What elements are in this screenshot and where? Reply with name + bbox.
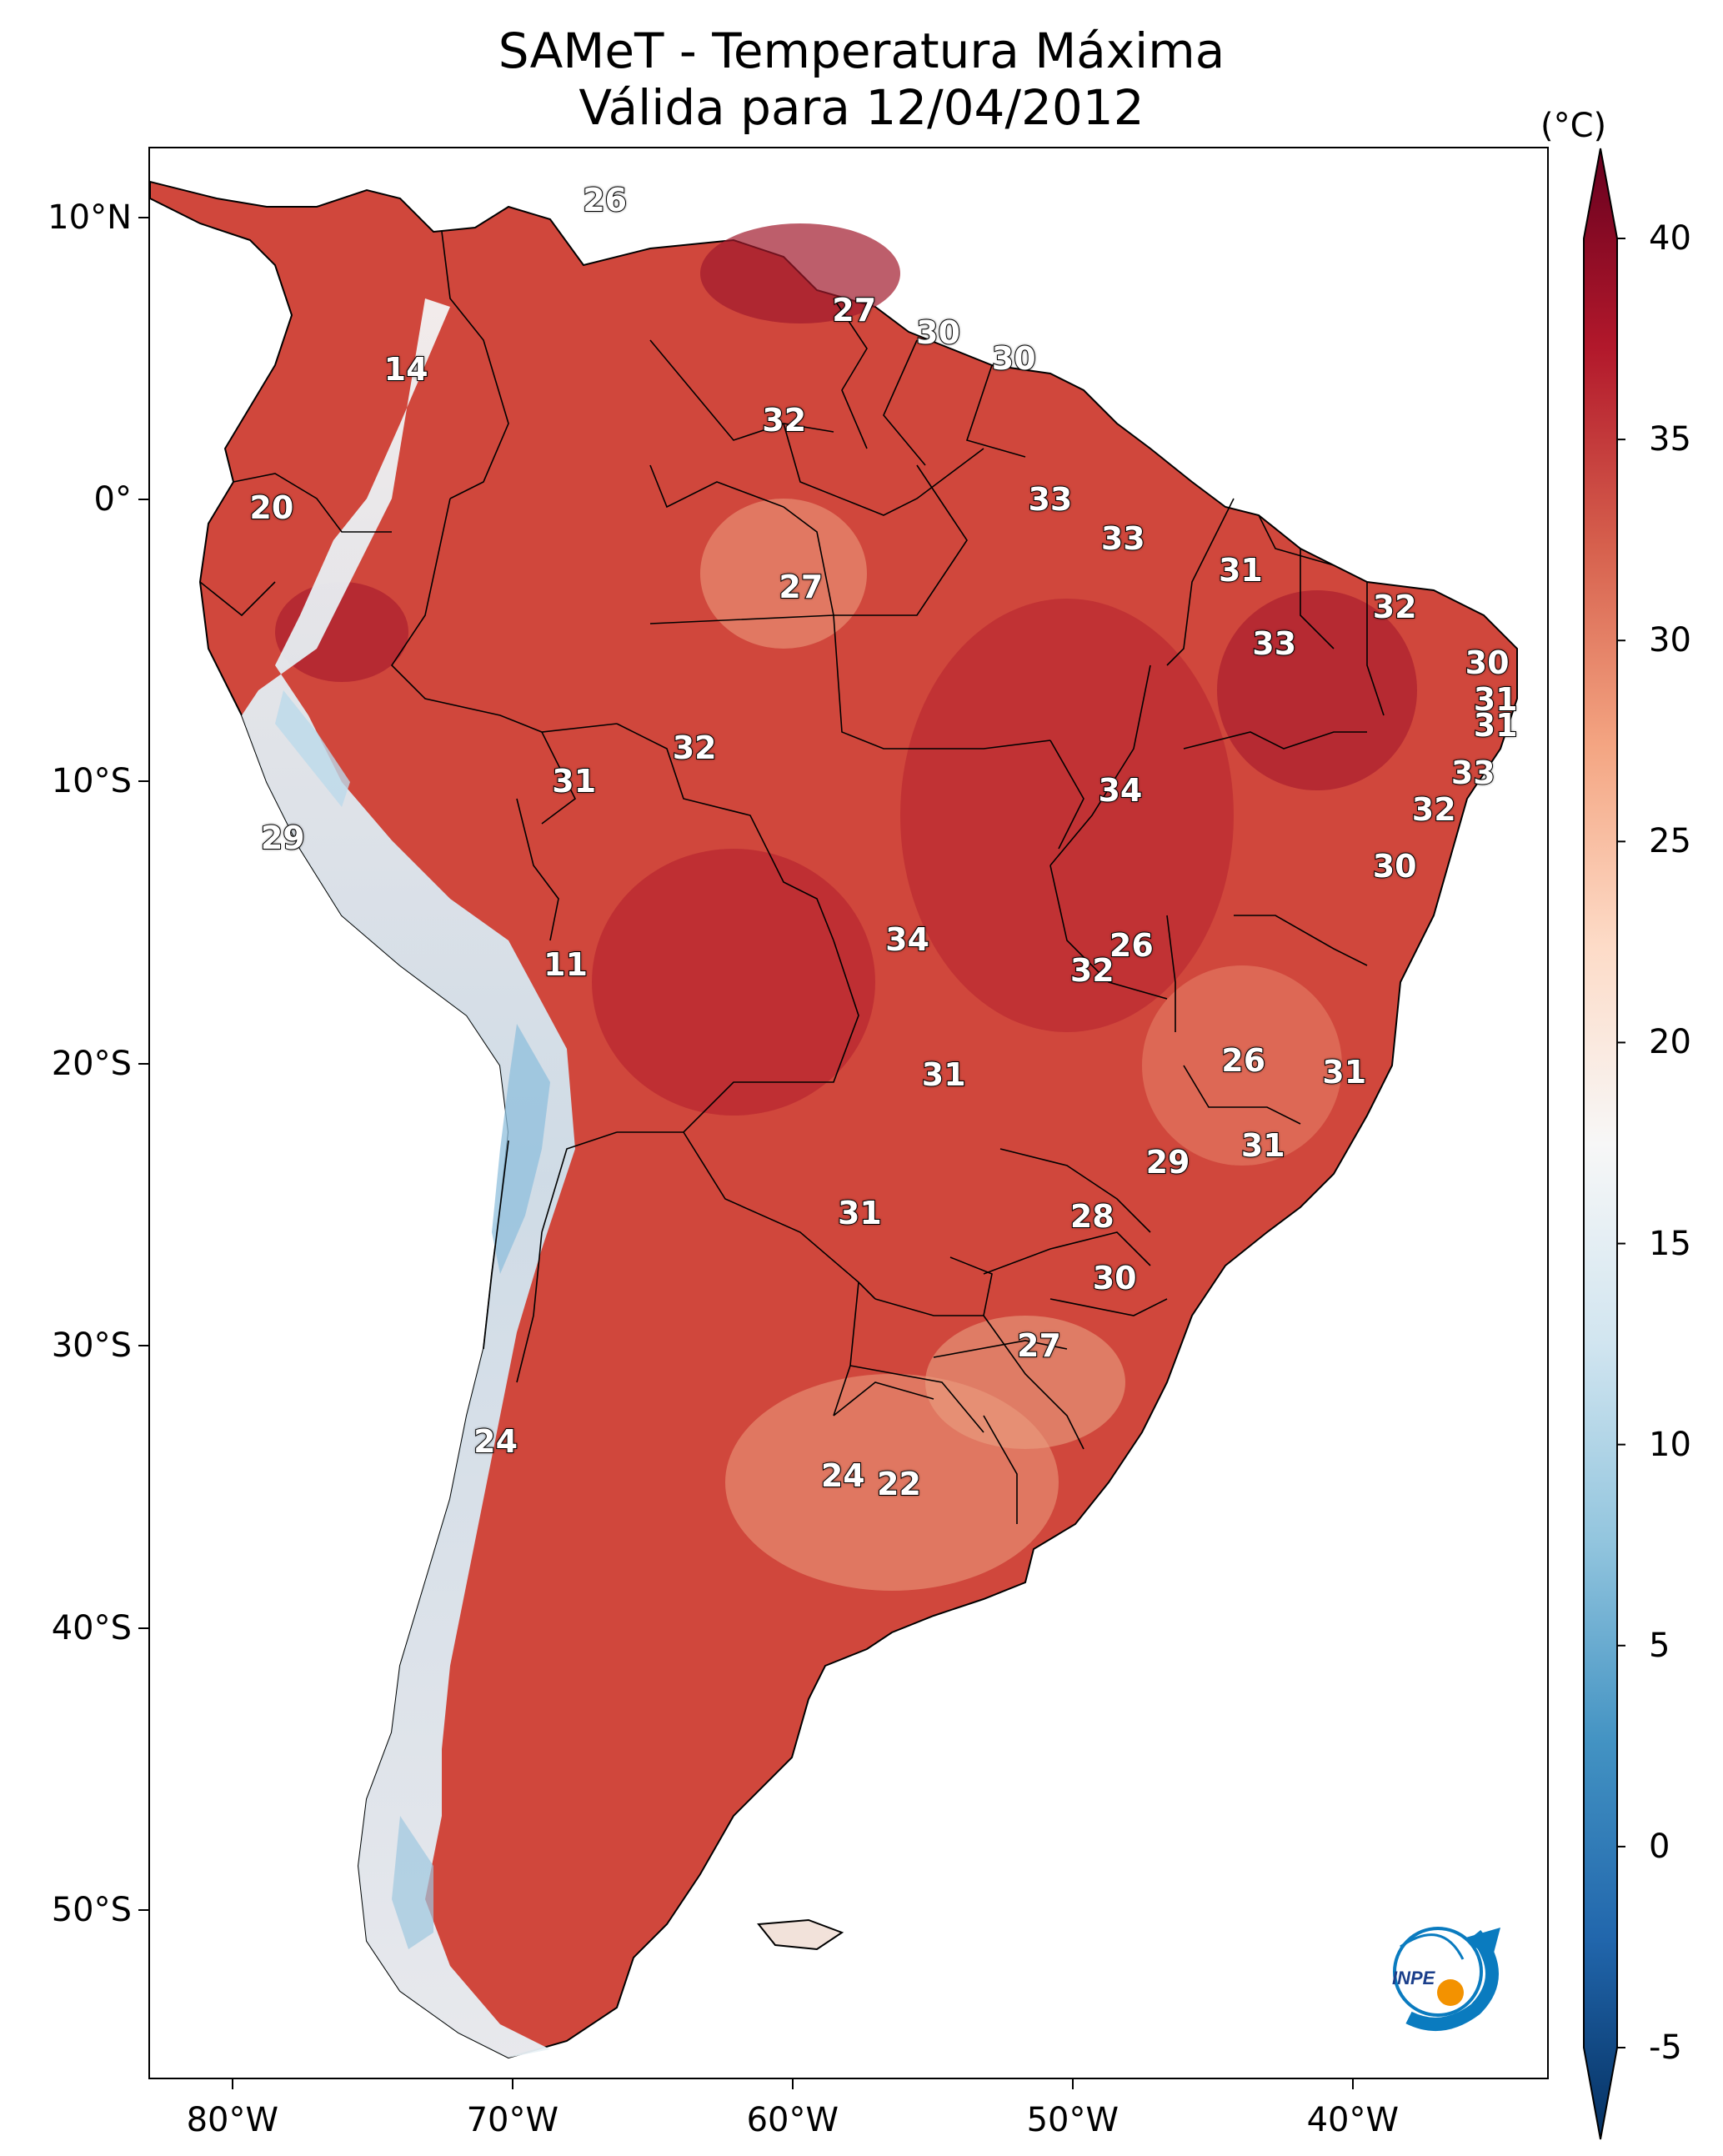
colorbar-tick-label: -5 — [1649, 2028, 1682, 2067]
lon-tick-mark — [231, 2079, 233, 2089]
station-value: 32 — [761, 401, 807, 439]
station-value: 31 — [1240, 1126, 1286, 1165]
peru-cold-core — [275, 690, 350, 807]
station-value: 28 — [1069, 1197, 1115, 1236]
colorbar-tick-label: 25 — [1649, 822, 1691, 861]
lat-tick-mark — [138, 780, 148, 783]
station-value: 31 — [921, 1055, 967, 1094]
lat-tick-label: 40°S — [51, 1608, 132, 1647]
station-value: 27 — [831, 291, 877, 329]
station-value: 29 — [1145, 1143, 1191, 1181]
lat-tick-mark — [138, 498, 148, 500]
cool-area-amazon — [700, 499, 867, 649]
station-value: 34 — [1097, 771, 1143, 810]
station-value: 31 — [1321, 1053, 1367, 1091]
colorbar-tick-label: 0 — [1649, 1827, 1670, 1866]
station-value: 31 — [1473, 706, 1519, 745]
inpe-logo-icon: INPE — [1392, 1927, 1500, 2031]
station-value: 31 — [551, 762, 597, 800]
station-value: 32 — [672, 729, 718, 767]
lon-tick-mark — [511, 2079, 513, 2089]
station-value: 26 — [582, 181, 628, 219]
colorbar-tick-label: 10 — [1649, 1425, 1691, 1464]
colorbar-tick-label: 20 — [1649, 1023, 1691, 1062]
station-value: 34 — [884, 920, 930, 959]
lat-tick-mark — [138, 1627, 148, 1629]
station-value: 32 — [1372, 588, 1418, 626]
lat-tick-label: 0° — [93, 479, 132, 519]
colorbar-unit: (°C) — [1540, 107, 1607, 145]
station-value: 26 — [1109, 926, 1155, 965]
station-value: 33 — [1100, 519, 1146, 558]
colorbar-tick-label: 15 — [1649, 1224, 1691, 1263]
station-value: 27 — [1016, 1326, 1062, 1365]
station-value: 24 — [820, 1457, 866, 1495]
lat-tick-label: 50°S — [51, 1890, 132, 1929]
lat-tick-label: 10°S — [51, 762, 132, 801]
lat-tick-mark — [138, 216, 148, 218]
lat-tick-label: 30°S — [51, 1326, 132, 1366]
station-value: 14 — [383, 350, 429, 389]
lat-tick-mark — [138, 1908, 148, 1911]
station-value: 32 — [1411, 790, 1457, 829]
map-title: SAMeT - Temperatura Máxima — [498, 23, 1225, 79]
lat-tick-label: 10°N — [48, 198, 132, 237]
station-value: 11 — [543, 945, 589, 984]
station-value: 30 — [991, 339, 1037, 378]
cool-area-rs — [925, 1316, 1125, 1449]
station-value: 33 — [1450, 754, 1496, 792]
station-value: 30 — [915, 313, 961, 352]
colorbar — [1583, 148, 1625, 2140]
hot-area-bolivia — [592, 849, 875, 1116]
station-value: 32 — [1069, 951, 1115, 990]
station-value: 30 — [1465, 644, 1510, 682]
lon-tick-mark — [1351, 2079, 1354, 2089]
lon-tick-label: 80°W — [186, 2101, 279, 2139]
station-value: 24 — [473, 1422, 518, 1461]
lon-tick-label: 40°W — [1306, 2101, 1400, 2139]
country-borders — [199, 231, 1385, 1524]
colorbar-tick-label: 30 — [1649, 621, 1691, 660]
colorbar-tick-label: 35 — [1649, 420, 1691, 459]
station-value: 30 — [1372, 847, 1418, 885]
hot-area-central-brazil — [900, 599, 1234, 1032]
map-panel — [148, 147, 1549, 2079]
station-value: 31 — [837, 1194, 883, 1232]
station-value: 20 — [248, 489, 294, 527]
station-value: 31 — [1218, 551, 1264, 589]
lon-tick-mark — [791, 2079, 794, 2089]
lat-tick-label: 20°S — [51, 1044, 132, 1083]
patagonia-cold-core — [392, 1816, 433, 1949]
falkland-islands — [757, 1918, 844, 1951]
colorbar-tick-label: 40 — [1649, 219, 1691, 258]
lat-tick-mark — [138, 1345, 148, 1347]
station-value: 31 — [1473, 680, 1519, 719]
temperature-map — [150, 180, 1518, 2059]
station-value: 26 — [1220, 1041, 1266, 1080]
hot-area-venezuela — [700, 223, 900, 323]
colorbar-tick-label: 5 — [1649, 1626, 1670, 1665]
station-value: 33 — [1027, 480, 1073, 519]
station-value: 33 — [1251, 624, 1297, 663]
map-subtitle: Válida para 12/04/2012 — [579, 79, 1144, 136]
inpe-logo: INPE — [1367, 1909, 1517, 2034]
station-value: 29 — [260, 819, 306, 857]
lon-tick-label: 70°W — [466, 2101, 559, 2139]
station-value: 27 — [778, 568, 824, 606]
lat-tick-mark — [138, 1062, 148, 1065]
andes-cold-core — [492, 1024, 550, 1274]
lon-tick-label: 60°W — [746, 2101, 839, 2139]
lon-tick-mark — [1071, 2079, 1074, 2089]
station-value: 22 — [876, 1465, 922, 1503]
lon-tick-label: 50°W — [1026, 2101, 1119, 2139]
cool-area-minas — [1142, 965, 1342, 1166]
colorbar-body — [1583, 148, 1618, 2140]
station-value: 30 — [1092, 1259, 1138, 1297]
inpe-logo-text: INPE — [1392, 1968, 1436, 1988]
